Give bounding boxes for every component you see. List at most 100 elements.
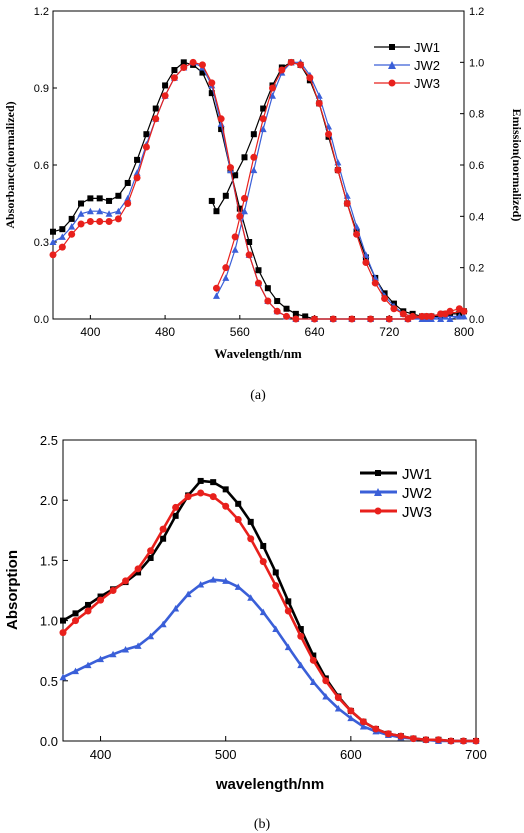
panel-b-point-jw2 (109, 650, 117, 658)
panel-a-absorbance-point-jw3 (292, 315, 300, 323)
panel-a-right-y-tick-label: 0.4 (469, 211, 484, 223)
panel-b-legend-label-jw1: JW1 (402, 466, 432, 483)
panel-a-absorbance-point-jw3 (77, 220, 85, 228)
panel-b-point-jw3 (247, 535, 255, 543)
panel-b-point-jw3 (359, 718, 367, 726)
panel-b-point-jw3 (122, 577, 130, 585)
panel-a-absorbance-point-jw3 (170, 74, 178, 82)
panel-b-point-jw2 (97, 655, 105, 663)
panel-a-x-tick-label: 400 (80, 325, 100, 339)
panel-a-emission-point-jw3 (240, 194, 248, 202)
panel-a-emission-point-jw1 (222, 192, 229, 199)
panel-a-absorbance-point-jw3 (96, 217, 104, 225)
panel-b-point-jw2 (59, 673, 67, 681)
panel-b-point-jw1 (97, 593, 104, 600)
panel-b-point-jw2 (172, 605, 180, 612)
panel-a-emission-point-jw3 (371, 279, 379, 287)
panel-b-point-jw3 (172, 503, 180, 511)
panel-a-absorbance-point-jw2 (86, 207, 94, 215)
panel-a-legend-jw2: JW2 (374, 58, 440, 73)
panel-b-y-tick-label: 0.5 (40, 674, 58, 689)
panel-b-x-axis-label: wavelength/nm (215, 776, 324, 793)
panel-a-absorbance-point-jw3 (273, 307, 281, 315)
panel-b-point-jw3 (459, 737, 467, 745)
panel-a-absorbance-point-jw3 (68, 230, 76, 238)
panel-a-emission-point-jw2 (259, 125, 267, 133)
panel-a-absorbance-point-jw1 (218, 126, 225, 133)
panel-b-point-jw1 (210, 479, 217, 486)
panel-a-absorbance-point-jw1 (96, 195, 103, 202)
panel-b-point-jw1 (60, 617, 66, 624)
panel-a-absorbance-point-jw3 (264, 297, 272, 305)
panel-b-point-jw3 (447, 737, 455, 745)
panel-a-right-y-tick-label: 0.0 (469, 314, 484, 326)
panel-b-point-jw1 (285, 598, 292, 605)
panel-a-absorbance-point-jw3 (255, 279, 262, 287)
panel-b-point-jw2 (84, 661, 92, 669)
panel-a-emission-point-jw2 (240, 207, 248, 215)
panel-b-y-tick-label: 1.0 (40, 614, 58, 629)
panel-a-emission-absorbance-chart: 400 480 560 640 720 8000.00.30.60.91.20.00.20… (3, 6, 524, 403)
panel-a-emission-point-jw3 (446, 307, 454, 315)
panel-a-left-y-tick-label: 0.3 (34, 237, 49, 249)
panel-b-point-jw2 (259, 608, 267, 616)
panel-a-absorbance-point-jw2 (114, 207, 122, 215)
panel-a-emission-point-jw1 (241, 154, 248, 161)
panel-b-point-jw3 (147, 547, 155, 555)
panel-a-caption: (a) (250, 388, 266, 403)
panel-a-emission-point-jw3 (212, 284, 220, 292)
panel-a-absorbance-point-jw3 (189, 58, 197, 66)
panel-a-emission-point-jw3 (297, 61, 305, 69)
panel-b-legend: JW1 JW2 JW3 (360, 466, 432, 521)
panel-a-emission-point-jw1 (232, 172, 239, 179)
panel-a-x-tick-label: 560 (230, 325, 250, 339)
panel-a-absorbance-point-jw3 (348, 315, 356, 323)
panel-b-point-jw3 (322, 677, 330, 685)
panel-a-absorbance-point-jw1 (152, 105, 159, 112)
panel-b-point-jw3 (234, 515, 242, 523)
panel-a-absorbance-point-jw3 (385, 315, 393, 323)
panel-a-emission-point-jw3 (409, 312, 417, 320)
panel-a-emission-point-jw3 (362, 259, 370, 267)
panel-b-series-jw2 (59, 576, 480, 744)
panel-a-emission-point-jw1 (250, 131, 257, 138)
panel-a-absorbance-point-jw3 (283, 312, 291, 320)
panel-a-emission-point-jw2 (222, 274, 230, 281)
panel-b-point-jw1 (135, 569, 142, 576)
panel-b-point-jw1 (72, 610, 79, 617)
panel-a-absorbance-point-jw3 (311, 315, 319, 323)
panel-b-y-axis-label: Absorption (4, 550, 21, 630)
panel-a-emission-point-jw3 (315, 99, 323, 107)
panel-a-right-y-tick-label: 0.2 (469, 263, 484, 275)
panel-b-point-jw1 (197, 477, 204, 484)
panel-b-point-jw1 (297, 626, 304, 633)
panel-a-series-jw3 (49, 58, 468, 323)
panel-a-absorbance-point-jw3 (236, 212, 244, 220)
panel-b-point-jw2 (309, 678, 317, 686)
panel-b-point-jw1 (85, 601, 92, 608)
panel-a-absorbance-point-jw3 (142, 143, 150, 151)
panel-a-absorbance-point-jw1 (106, 197, 113, 204)
panel-b-point-jw3 (259, 558, 267, 566)
panel-a-x-axis-label: Wavelength/nm (214, 346, 302, 361)
panel-a-absorbance-point-jw3 (86, 217, 94, 225)
panel-a-emission-point-jw3 (418, 312, 426, 320)
panel-b-point-jw3 (159, 525, 167, 533)
panel-b-point-jw3 (334, 694, 342, 702)
panel-a-absorbance-point-jw1 (199, 69, 206, 76)
panel-b-point-jw3 (209, 493, 217, 501)
panel-a-emission-point-jw3 (250, 153, 258, 161)
panel-a-absorbance-point-jw1 (180, 59, 187, 66)
panel-b-point-jw3 (409, 735, 417, 743)
panel-a-absorbance-point-jw1 (292, 310, 299, 317)
panel-b-legend-jw2: JW2 (360, 485, 432, 502)
panel-b-plot-frame (62, 439, 477, 742)
panel-a-absorbance-point-jw3 (49, 251, 57, 259)
panel-a-absorbance-point-jw1 (87, 195, 94, 202)
panel-b-point-jw1 (260, 542, 267, 549)
panel-b-point-jw1 (247, 518, 254, 525)
panel-a-left-y-tick-label: 0.0 (34, 314, 49, 326)
panel-b-point-jw3 (97, 596, 105, 604)
panel-a-absorbance-point-jw3 (180, 63, 188, 71)
panel-a-left-y-tick-label: 0.9 (34, 83, 49, 95)
